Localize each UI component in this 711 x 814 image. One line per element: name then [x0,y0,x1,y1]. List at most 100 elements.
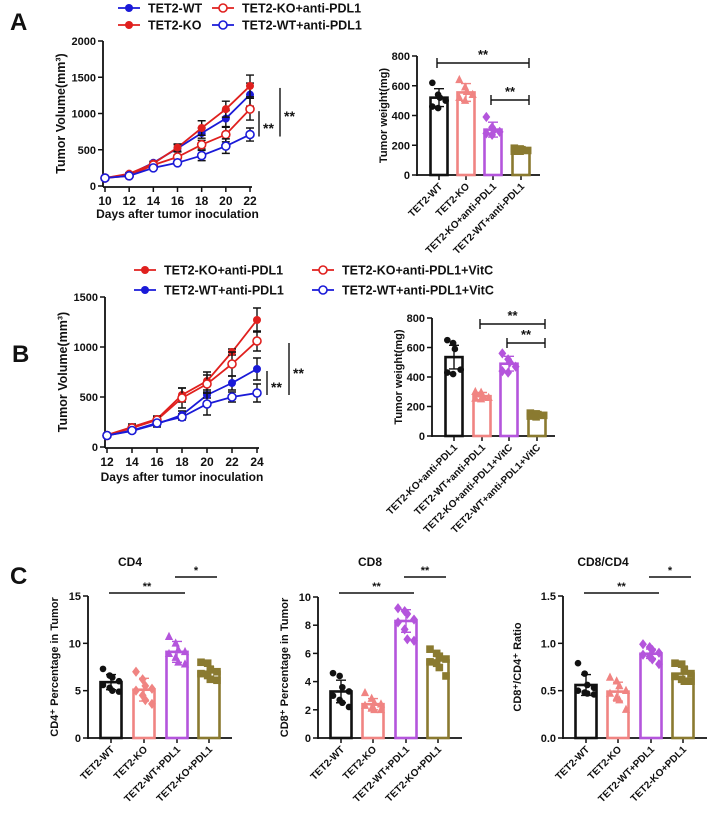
bar-group: TET2-WT [554,659,598,783]
data-point [174,657,183,666]
chart-c-bar: 0 2 4 6 8 10 CD8⁺ Percentage in Tumor CD8 TET2-W… [279,555,462,805]
data-point [498,365,507,377]
y-tick-label: 0 [404,170,410,182]
y-tick-label: 0.5 [541,686,556,698]
data-point [100,173,110,183]
legend-marker [125,21,133,29]
data-point [605,688,615,697]
data-point [376,704,386,714]
data-point [655,659,663,670]
data-point [177,393,187,403]
x-tick-label: 24 [250,455,264,469]
y-tick-label: 10 [69,638,81,650]
data-point [590,691,598,698]
legend-marker [125,4,133,12]
y-tick-label: 10 [299,592,311,604]
data-point [202,379,212,389]
data-point [124,171,134,181]
data-point [504,367,513,378]
y-axis-label: CD4⁺ Percentage in Tumor [49,597,61,737]
data-point [228,379,236,387]
data-point [197,658,205,667]
y-tick-label: 8 [305,620,311,632]
y-tick-label: 400 [392,111,410,123]
data-point [435,663,444,672]
legend-label: TET2-WT+anti-PDL1+VitC [342,284,494,298]
y-tick-label: 0 [90,181,96,193]
legend-marker [141,266,149,274]
data-point [206,675,215,684]
legend-marker [218,3,228,13]
data-point [671,659,679,668]
data-point [584,681,591,689]
data-point [455,74,464,84]
legend-marker [141,286,149,294]
data-point [511,361,520,372]
data-point [336,672,343,680]
y-axis-label: Tumor Volume(mm³) [54,53,68,173]
significance-label: ** [421,565,430,577]
x-tick-label: 22 [243,194,257,208]
data-point [449,339,457,347]
data-point [590,684,598,692]
data-point [109,674,116,681]
data-point [196,139,207,150]
data-point [482,111,491,123]
data-point [141,695,150,706]
chart-b-line: 0 500 1000 1500 Tumor Volume(mm³) 12 14 16 18 20 2… [56,264,494,485]
data-point [482,128,491,139]
data-point [574,687,582,694]
data-point [612,676,621,685]
series-2 [102,330,262,441]
data-point [539,411,548,420]
data-point [197,669,205,678]
y-tick-label: 15 [69,591,81,603]
significance-bracket [490,95,530,105]
significance-label: * [668,565,673,577]
data-point [444,369,451,376]
data-point [202,399,212,409]
data-point [174,645,183,654]
data-point [99,681,107,689]
legend-item: TET2-WT [118,2,203,16]
data-point [442,97,449,104]
y-tick-label: 0 [419,431,425,443]
x-tick-label: 22 [225,455,239,469]
data-point [171,652,180,661]
data-point [581,670,588,677]
data-point [523,146,532,155]
data-point [394,603,402,614]
y-tick-label: 1000 [72,109,96,121]
chart-c-bar: 0.0 0.5 1.0 1.5 CD8⁺/CD4⁺ Ratio CD8/CD4 TET2-W… [512,555,707,805]
legend-marker [318,265,328,275]
data-point [339,699,346,707]
significance-label: ** [617,581,626,593]
data-point [253,365,261,373]
data-point [227,392,237,402]
bar-group: TET2-WT [309,669,353,783]
data-point [141,680,150,692]
series-3 [100,127,255,183]
data-point [680,677,689,686]
significance-label: ** [263,120,274,136]
data-point [639,649,647,660]
data-point [132,685,140,696]
data-point [196,150,207,161]
legend-label: TET2-WT+anti-PDL1 [164,284,284,298]
y-tick-label: 600 [392,81,410,93]
data-point [436,94,444,101]
data-point [615,681,624,690]
chart-title: CD8/CD4 [577,555,629,569]
data-point [127,425,137,436]
x-category-label: TET2-WT+PDL1 [122,744,183,805]
significance-label: * [194,565,199,577]
y-tick-label: 500 [78,145,96,157]
data-point [605,672,615,681]
data-point [177,412,187,422]
data-point [345,688,353,695]
data-point [648,654,657,665]
data-point [253,316,261,324]
data-point [115,688,123,695]
